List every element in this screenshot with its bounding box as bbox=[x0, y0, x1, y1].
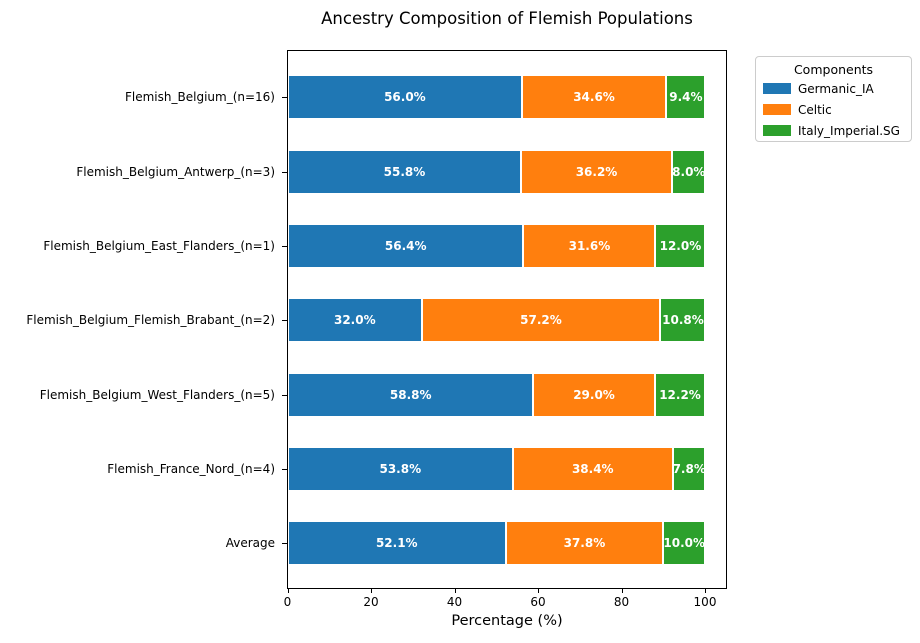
bar-segment-italy-imperial-sg: 10.8% bbox=[660, 298, 706, 343]
legend-title: Components bbox=[793, 62, 874, 77]
bar-value-label: 36.2% bbox=[575, 164, 618, 179]
bar-value-label: 38.4% bbox=[571, 462, 614, 477]
legend-entry-label: Celtic bbox=[798, 102, 832, 117]
bar-value-label: 52.1% bbox=[375, 536, 418, 551]
bar-segment-italy-imperial-sg: 12.0% bbox=[655, 224, 706, 268]
bar-segment-celtic: 37.8% bbox=[505, 521, 664, 566]
legend-entry-label: Italy_Imperial.SG bbox=[798, 123, 900, 138]
legend-entry-celtic: Celtic bbox=[763, 99, 904, 120]
x-tick bbox=[705, 589, 706, 593]
bar-segment-celtic: 57.2% bbox=[421, 298, 661, 343]
bar-segment-italy-imperial-sg: 10.0% bbox=[663, 521, 706, 566]
y-tick bbox=[282, 171, 287, 173]
bar-value-label: 55.8% bbox=[383, 164, 426, 179]
x-tick-label: 100 bbox=[693, 595, 717, 609]
bar-segment-celtic: 29.0% bbox=[533, 372, 655, 417]
legend-entry-italy-imperial-sg: Italy_Imperial.SG bbox=[763, 120, 904, 141]
bar-segment-italy-imperial-sg: 7.8% bbox=[672, 447, 706, 492]
x-axis-label: Percentage (%) bbox=[451, 613, 563, 629]
bar-value-label: 32.0% bbox=[333, 313, 376, 328]
y-tick-label: Flemish_Belgium_(n=16) bbox=[125, 90, 275, 105]
bar-segment-celtic: 38.4% bbox=[512, 447, 673, 492]
bar-segment-celtic: 36.2% bbox=[520, 149, 673, 194]
bar-segment-germanic-ia: 53.8% bbox=[288, 447, 513, 492]
bar-segment-celtic: 34.6% bbox=[521, 75, 667, 120]
y-tick-label: Flemish_Belgium_East_Flanders_(n=1) bbox=[43, 239, 275, 253]
chart-title: Ancestry Composition of Flemish Populati… bbox=[321, 9, 693, 28]
legend-entries: Germanic_IA Celtic Italy_Imperial.SG bbox=[763, 78, 904, 141]
x-tick-label: 80 bbox=[613, 595, 630, 609]
y-tick bbox=[282, 543, 287, 545]
bar-segment-italy-imperial-sg: 9.4% bbox=[666, 75, 706, 120]
bar-value-label: 29.0% bbox=[573, 387, 615, 402]
x-tick bbox=[538, 589, 539, 593]
bar-value-label: 31.6% bbox=[568, 239, 611, 253]
y-tick bbox=[282, 469, 287, 471]
bar-segment-germanic-ia: 56.4% bbox=[288, 224, 524, 268]
x-tick bbox=[621, 589, 623, 593]
bar-segment-germanic-ia: 56.0% bbox=[288, 75, 522, 120]
y-tick bbox=[282, 97, 287, 99]
bar-value-label: 37.8% bbox=[563, 536, 606, 551]
bar-value-label: 58.8% bbox=[389, 387, 432, 402]
bar-value-label: 34.6% bbox=[573, 90, 615, 105]
y-tick bbox=[282, 394, 287, 396]
bar-value-label: 10.8% bbox=[662, 313, 704, 328]
y-tick-label: Flemish_Belgium_West_Flanders_(n=5) bbox=[39, 387, 275, 402]
bar-segment-celtic: 31.6% bbox=[523, 224, 656, 268]
x-tick-label: 40 bbox=[446, 595, 463, 609]
bar-segment-germanic-ia: 52.1% bbox=[288, 521, 506, 566]
bar-value-label: 56.4% bbox=[384, 239, 427, 253]
bar-segment-germanic-ia: 32.0% bbox=[288, 298, 422, 343]
bar-value-label: 7.8% bbox=[672, 462, 706, 477]
x-tick bbox=[454, 589, 456, 593]
x-tick-label: 0 bbox=[283, 595, 292, 609]
legend-entry-label: Germanic_IA bbox=[798, 81, 874, 96]
x-tick bbox=[371, 589, 372, 593]
bar-value-label: 9.4% bbox=[669, 90, 703, 105]
legend-entry-germanic-ia: Germanic_IA bbox=[763, 78, 904, 99]
plot-area: 56.0% 34.6% 9.4% 55.8% 36.2% 8.0% 56.4% 31.6% 12… bbox=[287, 50, 727, 589]
bar-segment-italy-imperial-sg: 8.0% bbox=[672, 149, 706, 194]
x-tick bbox=[287, 589, 289, 593]
legend-swatch bbox=[763, 83, 791, 94]
legend-swatch bbox=[763, 104, 791, 115]
y-tick-label: Average bbox=[225, 536, 275, 551]
bar-value-label: 56.0% bbox=[384, 90, 426, 105]
bar-value-label: 8.0% bbox=[672, 164, 706, 179]
bar-value-label: 12.2% bbox=[659, 387, 701, 402]
bar-value-label: 10.0% bbox=[663, 536, 706, 551]
bar-value-label: 12.0% bbox=[659, 239, 702, 253]
x-tick-label: 60 bbox=[530, 595, 546, 609]
bar-segment-italy-imperial-sg: 12.2% bbox=[654, 372, 706, 417]
y-tick bbox=[282, 246, 287, 247]
legend-swatch bbox=[763, 125, 791, 136]
legend: Components Germanic_IA Celtic Italy_Imperi… bbox=[755, 56, 912, 142]
bar-segment-germanic-ia: 55.8% bbox=[288, 149, 521, 194]
bar-segment-germanic-ia: 58.8% bbox=[288, 372, 534, 417]
y-tick-label: Flemish_France_Nord_(n=4) bbox=[107, 462, 275, 477]
y-tick-label: Flemish_Belgium_Flemish_Brabant_(n=2) bbox=[26, 313, 275, 328]
bar-value-label: 57.2% bbox=[520, 313, 562, 328]
y-tick-label: Flemish_Belgium_Antwerp_(n=3) bbox=[76, 164, 275, 179]
bar-value-label: 53.8% bbox=[379, 462, 422, 477]
x-tick-label: 20 bbox=[363, 595, 379, 609]
y-tick bbox=[282, 320, 287, 322]
